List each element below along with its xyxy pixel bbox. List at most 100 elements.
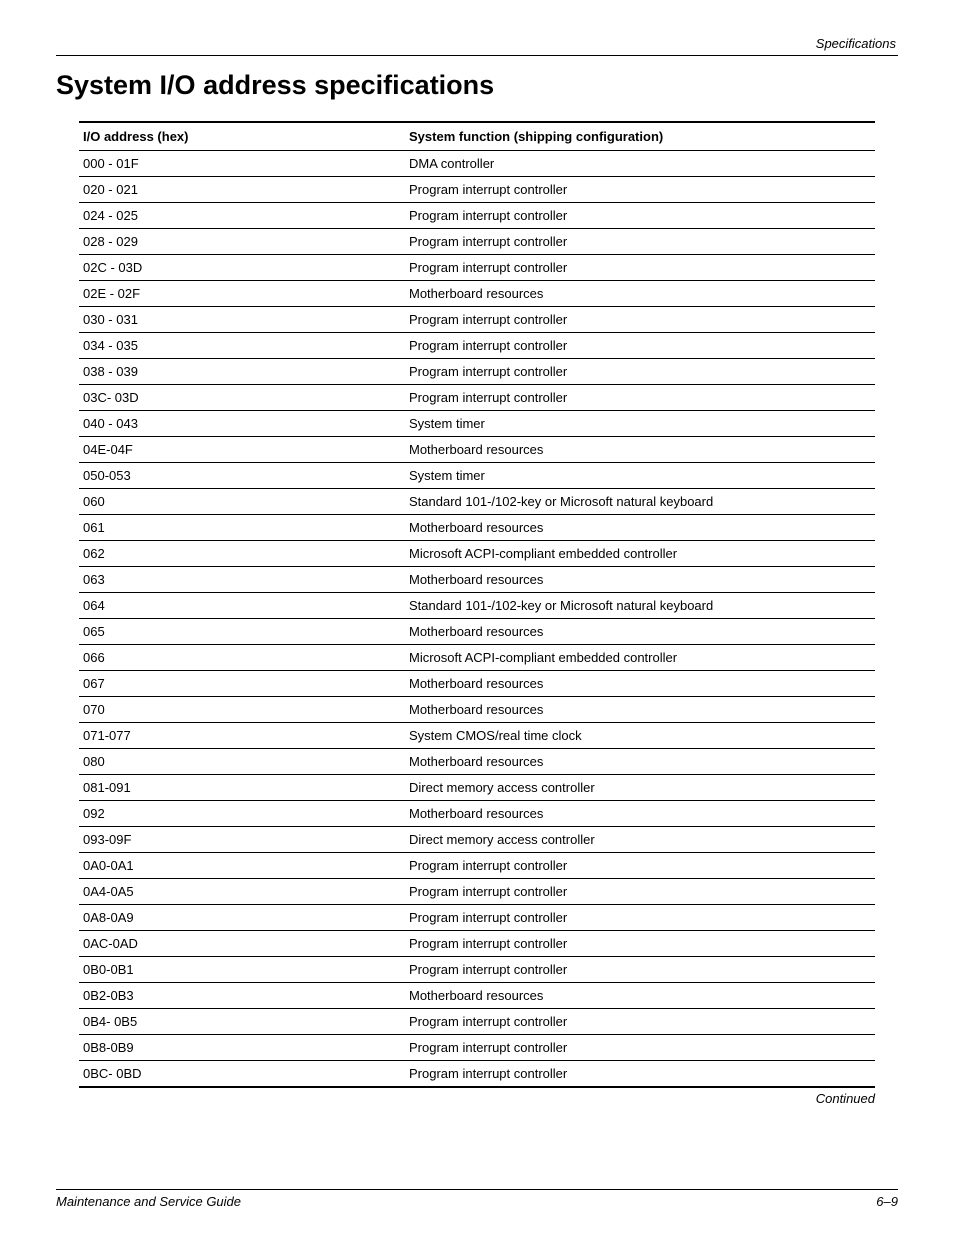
cell-address: 060 <box>79 489 405 515</box>
table-row: 0A8-0A9Program interrupt controller <box>79 905 875 931</box>
cell-address: 0B2-0B3 <box>79 983 405 1009</box>
cell-function: Standard 101-/102-key or Microsoft natur… <box>405 489 875 515</box>
cell-address: 0B4- 0B5 <box>79 1009 405 1035</box>
table-row: 092Motherboard resources <box>79 801 875 827</box>
table-row: 0B8-0B9Program interrupt controller <box>79 1035 875 1061</box>
column-header-function: System function (shipping configuration) <box>405 122 875 151</box>
table-row: 067Motherboard resources <box>79 671 875 697</box>
cell-function: Program interrupt controller <box>405 957 875 983</box>
cell-address: 092 <box>79 801 405 827</box>
cell-address: 062 <box>79 541 405 567</box>
cell-function: Program interrupt controller <box>405 229 875 255</box>
cell-address: 065 <box>79 619 405 645</box>
cell-address: 040 - 043 <box>79 411 405 437</box>
cell-address: 093-09F <box>79 827 405 853</box>
cell-address: 020 - 021 <box>79 177 405 203</box>
cell-function: System timer <box>405 411 875 437</box>
table-row: 040 - 043System timer <box>79 411 875 437</box>
table-row: 080Motherboard resources <box>79 749 875 775</box>
table-row: 0B0-0B1Program interrupt controller <box>79 957 875 983</box>
cell-function: Motherboard resources <box>405 671 875 697</box>
cell-address: 0AC-0AD <box>79 931 405 957</box>
table-row: 093-09FDirect memory access controller <box>79 827 875 853</box>
page-footer: Maintenance and Service Guide 6–9 <box>56 1189 898 1209</box>
cell-function: Program interrupt controller <box>405 333 875 359</box>
cell-function: Direct memory access controller <box>405 775 875 801</box>
cell-function: Microsoft ACPI-compliant embedded contro… <box>405 541 875 567</box>
cell-address: 034 - 035 <box>79 333 405 359</box>
table-row: 071-077System CMOS/real time clock <box>79 723 875 749</box>
footer-rule <box>56 1189 898 1190</box>
table-row: 024 - 025Program interrupt controller <box>79 203 875 229</box>
table-row: 038 - 039Program interrupt controller <box>79 359 875 385</box>
cell-address: 050-053 <box>79 463 405 489</box>
cell-function: Direct memory access controller <box>405 827 875 853</box>
cell-address: 0A4-0A5 <box>79 879 405 905</box>
cell-function: Program interrupt controller <box>405 1061 875 1088</box>
cell-address: 0A8-0A9 <box>79 905 405 931</box>
cell-address: 071-077 <box>79 723 405 749</box>
table-row: 081-091Direct memory access controller <box>79 775 875 801</box>
cell-address: 070 <box>79 697 405 723</box>
cell-address: 030 - 031 <box>79 307 405 333</box>
cell-function: Program interrupt controller <box>405 879 875 905</box>
table-row: 061Motherboard resources <box>79 515 875 541</box>
table-row: 030 - 031Program interrupt controller <box>79 307 875 333</box>
cell-function: Motherboard resources <box>405 697 875 723</box>
table-row: 0BC- 0BDProgram interrupt controller <box>79 1061 875 1088</box>
table-row: 060Standard 101-/102-key or Microsoft na… <box>79 489 875 515</box>
table-row: 0B2-0B3Motherboard resources <box>79 983 875 1009</box>
cell-address: 0B0-0B1 <box>79 957 405 983</box>
cell-function: Program interrupt controller <box>405 307 875 333</box>
cell-address: 0B8-0B9 <box>79 1035 405 1061</box>
cell-address: 03C- 03D <box>79 385 405 411</box>
cell-address: 066 <box>79 645 405 671</box>
table-row: 020 - 021Program interrupt controller <box>79 177 875 203</box>
cell-address: 064 <box>79 593 405 619</box>
cell-function: Microsoft ACPI-compliant embedded contro… <box>405 645 875 671</box>
cell-address: 02C - 03D <box>79 255 405 281</box>
cell-address: 038 - 039 <box>79 359 405 385</box>
table-row: 070Motherboard resources <box>79 697 875 723</box>
footer-row: Maintenance and Service Guide 6–9 <box>56 1194 898 1209</box>
cell-address: 063 <box>79 567 405 593</box>
cell-function: System CMOS/real time clock <box>405 723 875 749</box>
cell-address: 061 <box>79 515 405 541</box>
cell-function: Program interrupt controller <box>405 1009 875 1035</box>
table-row: 0AC-0ADProgram interrupt controller <box>79 931 875 957</box>
cell-function: Motherboard resources <box>405 801 875 827</box>
table-row: 050-053System timer <box>79 463 875 489</box>
table-row: 028 - 029Program interrupt controller <box>79 229 875 255</box>
page-title: System I/O address specifications <box>56 70 898 101</box>
table-row: 064Standard 101-/102-key or Microsoft na… <box>79 593 875 619</box>
cell-address: 080 <box>79 749 405 775</box>
cell-function: Program interrupt controller <box>405 203 875 229</box>
header-rule <box>56 55 898 56</box>
cell-function: Program interrupt controller <box>405 255 875 281</box>
cell-function: Program interrupt controller <box>405 385 875 411</box>
cell-function: Motherboard resources <box>405 983 875 1009</box>
table-row: 04E-04FMotherboard resources <box>79 437 875 463</box>
cell-function: Program interrupt controller <box>405 931 875 957</box>
table-body: 000 - 01FDMA controller020 - 021Program … <box>79 151 875 1088</box>
table-row: 03C- 03DProgram interrupt controller <box>79 385 875 411</box>
continued-label: Continued <box>79 1091 875 1106</box>
table-row: 066Microsoft ACPI-compliant embedded con… <box>79 645 875 671</box>
cell-function: Motherboard resources <box>405 515 875 541</box>
table-row: 0A0-0A1Program interrupt controller <box>79 853 875 879</box>
cell-address: 067 <box>79 671 405 697</box>
document-page: Specifications System I/O address specif… <box>0 0 954 1235</box>
cell-function: Program interrupt controller <box>405 177 875 203</box>
table-row: 02E - 02FMotherboard resources <box>79 281 875 307</box>
cell-function: Motherboard resources <box>405 281 875 307</box>
io-address-table: I/O address (hex) System function (shipp… <box>79 121 875 1088</box>
cell-function: DMA controller <box>405 151 875 177</box>
cell-address: 02E - 02F <box>79 281 405 307</box>
footer-left: Maintenance and Service Guide <box>56 1194 241 1209</box>
cell-function: Program interrupt controller <box>405 853 875 879</box>
cell-address: 081-091 <box>79 775 405 801</box>
cell-function: Program interrupt controller <box>405 905 875 931</box>
cell-address: 028 - 029 <box>79 229 405 255</box>
cell-function: Program interrupt controller <box>405 1035 875 1061</box>
cell-function: Program interrupt controller <box>405 359 875 385</box>
